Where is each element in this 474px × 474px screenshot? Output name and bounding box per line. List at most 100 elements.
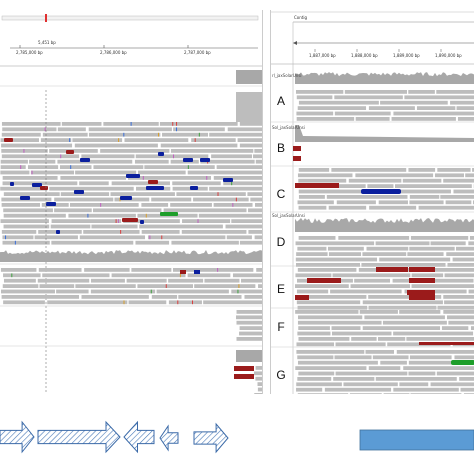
left-main-read (2, 176, 58, 180)
left-insert-read-red (180, 270, 186, 274)
left-main-read (79, 181, 109, 186)
left-edge2-read (254, 371, 262, 376)
left-main-mismatch (119, 197, 121, 202)
left-lower-mismatch (179, 273, 181, 278)
right-tick-label-1: 1,887,000 bp (309, 53, 336, 58)
right-g-read (430, 382, 474, 387)
left-main-mismatch (232, 203, 234, 207)
left-main-read (141, 230, 180, 234)
left-insert-read-blue (158, 152, 164, 156)
left-main-read (54, 197, 114, 202)
gene-arrow-5 (193, 422, 229, 454)
gene-arrow-1 (0, 420, 35, 454)
right-e-read (297, 305, 368, 310)
left-coverage-edge-2 (236, 350, 262, 362)
right-a-read (334, 111, 391, 116)
right-c-read (472, 168, 474, 172)
right-g-read (383, 393, 410, 394)
left-lower-mismatch (165, 284, 167, 288)
right-c-read (418, 205, 474, 210)
right-d-read (375, 241, 430, 246)
right-f-read (448, 320, 474, 325)
right-g-read (408, 360, 474, 365)
left-main-read (30, 170, 75, 175)
left-edge2-read (257, 387, 262, 392)
right-c-read (443, 178, 474, 183)
right-f-read (443, 310, 474, 314)
left-insert-read-red (234, 374, 254, 379)
right-d-coverage-track (295, 218, 474, 232)
right-g-read (349, 393, 382, 394)
right-a-read (450, 100, 474, 105)
left-main-read (209, 186, 262, 191)
left-insert-read-blue (200, 158, 210, 162)
left-main-read (170, 149, 254, 153)
left-main-read (237, 138, 262, 142)
left-lower-read (172, 268, 254, 272)
left-igv-view: 5,451 bp 2,785,000 bp 2,786,000 bp 2,787… (0, 10, 263, 394)
left-main-read (135, 154, 209, 159)
right-e-read (330, 289, 402, 294)
left-lower-mismatch (238, 284, 240, 288)
left-insert-read-red (40, 186, 48, 190)
left-lower-read (75, 284, 136, 288)
left-main-read (127, 176, 212, 180)
left-insert-read-blue (183, 158, 193, 162)
left-main-read (51, 240, 134, 245)
right-f-read (399, 310, 441, 314)
left-lower-mismatch (191, 300, 193, 305)
right-g-read (365, 350, 395, 354)
left-main-read (138, 170, 186, 175)
left-insert-read-blue (194, 270, 200, 274)
left-lower-read (232, 273, 262, 278)
left-main-mismatch (187, 165, 189, 169)
left-main-read (144, 165, 215, 169)
panel-letter-g: G (276, 368, 286, 382)
right-f-read (470, 326, 474, 330)
right-g-read (375, 377, 457, 381)
right-d-read (295, 241, 375, 246)
right-f-read (335, 342, 386, 347)
right-c-read (326, 195, 408, 199)
left-main-read (187, 170, 262, 175)
left-lower-read (256, 268, 262, 272)
right-g-read (454, 355, 474, 360)
right-a-read (298, 100, 379, 105)
right-g-read (368, 366, 401, 370)
left-main-mismatch (5, 235, 7, 240)
right-d-read (410, 236, 469, 240)
left-main-read (59, 165, 92, 169)
right-g-read (297, 377, 332, 381)
right-f-read (359, 310, 398, 314)
left-main-read (172, 181, 221, 186)
right-g-read (463, 393, 474, 394)
right-c-read (298, 178, 347, 183)
right-c-read (355, 173, 434, 178)
right-e-read (411, 273, 444, 278)
left-main-mismatch (130, 122, 132, 126)
left-edge2-read (254, 393, 262, 394)
left-main-read (57, 127, 86, 132)
right-a-read (296, 95, 333, 100)
left-edge2-read (255, 376, 262, 381)
left-alignment-canvas (0, 14, 262, 394)
right-g-read (296, 350, 365, 354)
left-insert-read-red (122, 218, 138, 222)
left-main-read (123, 219, 180, 223)
left-lower-read (0, 268, 37, 272)
left-main-mismatch (120, 230, 122, 234)
left-main-read (193, 197, 249, 202)
right-a-read (295, 90, 344, 94)
gene-arrow-2 (37, 420, 121, 454)
left-main-read (226, 235, 252, 240)
right-e-read (444, 273, 474, 278)
right-d-read (469, 236, 474, 240)
right-d-read (328, 252, 362, 256)
left-lower-read (3, 300, 45, 305)
left-main-mismatch (115, 219, 117, 223)
left-main-read (239, 143, 262, 148)
left-lower-read (90, 278, 125, 283)
left-main-read (42, 132, 88, 137)
right-track-label-3: Sol_jaxSolarUnsi (272, 213, 305, 218)
left-lower-read (258, 284, 262, 288)
